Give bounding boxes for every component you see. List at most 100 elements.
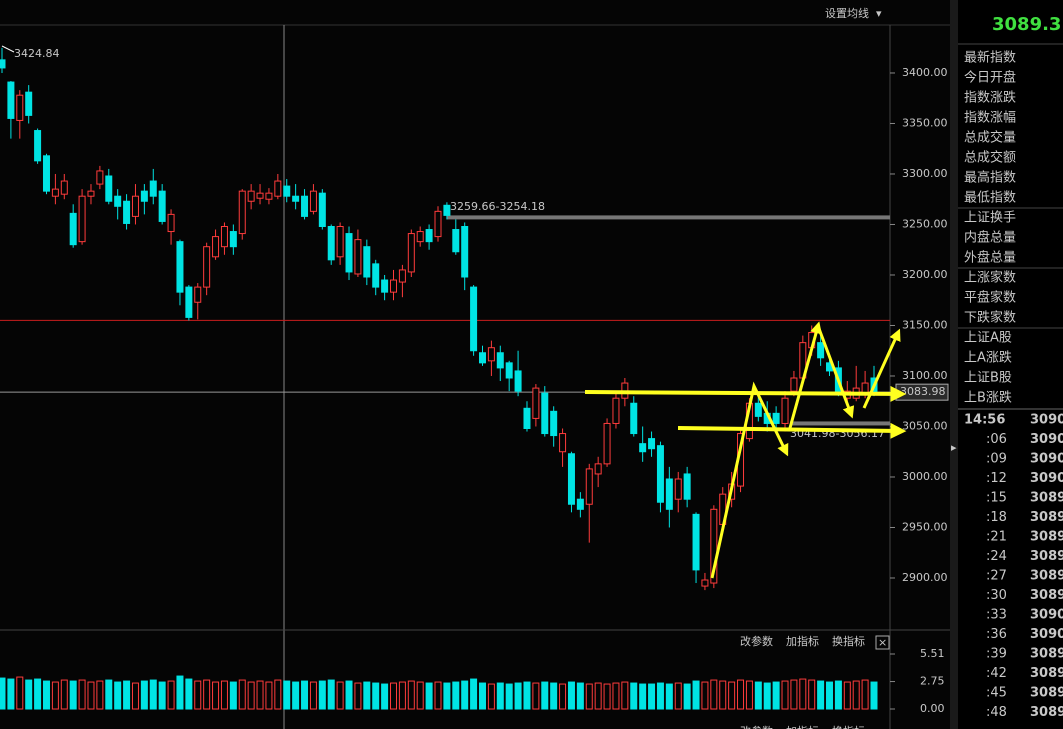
volume-bar: [550, 682, 558, 710]
volume-bar: [594, 682, 602, 710]
candle-body: [612, 397, 620, 424]
candle-body: [212, 236, 220, 258]
candle-body: [754, 402, 762, 417]
tick-time: :30: [986, 588, 1007, 603]
tick-price: 3090: [1030, 471, 1063, 486]
volume-bar: [318, 680, 326, 710]
volume-bar: [487, 683, 495, 710]
tick-time: :24: [986, 549, 1007, 564]
tick-time: :48: [986, 705, 1007, 720]
candle-body: [229, 231, 237, 248]
volume-bar: [301, 680, 309, 710]
candle-body: [674, 478, 682, 500]
volume-bar: [194, 680, 202, 710]
chart-bg: [0, 0, 950, 729]
candle-body: [69, 212, 77, 246]
volume-bar: [781, 680, 789, 710]
candle-body: [318, 192, 326, 227]
candle-body: [7, 81, 15, 119]
field-label: 下跌家数: [964, 310, 1016, 326]
close-box[interactable]: [875, 635, 890, 650]
y-tick-label: 3100.00: [902, 369, 948, 382]
ma-button[interactable]: 设置均线: [825, 6, 869, 20]
volume-bar: [336, 681, 344, 710]
price-tag-label: 3083.98: [900, 385, 946, 398]
candle-body: [51, 188, 59, 197]
volume-bar: [363, 681, 371, 710]
tick-price: 3089: [1030, 666, 1063, 681]
candle-body: [167, 213, 175, 233]
indicator-button[interactable]: 改参数: [740, 724, 773, 729]
volume-bar: [416, 681, 424, 710]
volume-bar: [443, 682, 451, 710]
field-label: 最高指数: [964, 170, 1016, 186]
candle-body: [301, 195, 309, 217]
candle-body: [505, 362, 513, 379]
tick-price: 3089: [1030, 549, 1063, 564]
indicator-button[interactable]: 换指标: [832, 634, 865, 648]
volume-bar: [514, 682, 522, 710]
volume-bar: [390, 682, 398, 710]
candle-body: [185, 286, 193, 318]
splitter[interactable]: [950, 0, 958, 729]
volume-bar: [78, 679, 86, 710]
volume-bar: [220, 680, 228, 710]
splitter-arrow[interactable]: ▸: [951, 441, 957, 454]
tick-time: :15: [986, 491, 1007, 506]
indicator-button[interactable]: 换指标: [832, 724, 865, 729]
tick-price: 3090: [1030, 452, 1063, 467]
candle-body: [105, 175, 113, 202]
volume-bar: [505, 683, 513, 710]
y-tick-label: 2900.00: [902, 571, 948, 584]
tick-price: 3089: [1030, 530, 1063, 545]
candle-body: [710, 508, 718, 584]
candle-body: [639, 443, 647, 453]
volume-bar: [496, 682, 504, 710]
candle-body: [220, 225, 228, 248]
volume-bar: [60, 679, 68, 710]
volume-bar: [372, 682, 380, 710]
volume-bar: [585, 683, 593, 710]
candle-body: [861, 382, 869, 394]
tick-price: 3089: [1030, 686, 1063, 701]
sidebar: 3089.31 最新指数今日开盘指数涨跌指数涨幅总成交量总成交额最高指数最低指数…: [958, 14, 1063, 720]
y-tick-label: 3250.00: [902, 217, 948, 230]
tick-time: :39: [986, 647, 1007, 662]
indicator-button[interactable]: 加指标: [786, 634, 819, 648]
tick-time: 14:56: [964, 413, 1005, 428]
candle-body: [363, 246, 371, 278]
candle-body: [692, 513, 700, 571]
volume-bar: [434, 681, 442, 710]
field-label: 上证换手: [964, 211, 1016, 226]
volume-bar: [790, 679, 798, 710]
field-label: 指数涨幅: [964, 111, 1016, 126]
close-icon[interactable]: ×: [878, 636, 887, 649]
candle-body: [452, 229, 460, 253]
volume-bar: [158, 681, 166, 710]
volume-bar: [701, 681, 709, 710]
volume-bar: [532, 682, 540, 710]
volume-bar: [123, 680, 131, 710]
volume-bar: [612, 682, 620, 710]
volume-bar: [274, 679, 282, 710]
indicator-button[interactable]: 改参数: [740, 634, 773, 648]
indicator-button[interactable]: 加指标: [786, 724, 819, 729]
yellow-arrows: [584, 321, 907, 579]
volume-bar: [728, 681, 736, 710]
candle-body: [648, 438, 656, 450]
volume-bar: [639, 683, 647, 710]
volume-bar: [247, 681, 255, 710]
candle-body: [78, 195, 86, 243]
candle-body: [42, 155, 50, 192]
annotation: 3424.84: [14, 47, 60, 60]
candle-body: [140, 190, 148, 202]
y-tick-label: 5.51: [920, 647, 945, 660]
dropdown-icon[interactable]: ▾: [876, 7, 882, 20]
volume-bar: [96, 680, 104, 710]
candle-body: [576, 498, 584, 510]
candle-body: [309, 190, 317, 212]
volume-bar: [309, 681, 317, 710]
annotation: 3259.66-3254.18: [450, 200, 545, 213]
field-label: 总成交量: [964, 130, 1016, 146]
volume-bar: [799, 678, 807, 710]
